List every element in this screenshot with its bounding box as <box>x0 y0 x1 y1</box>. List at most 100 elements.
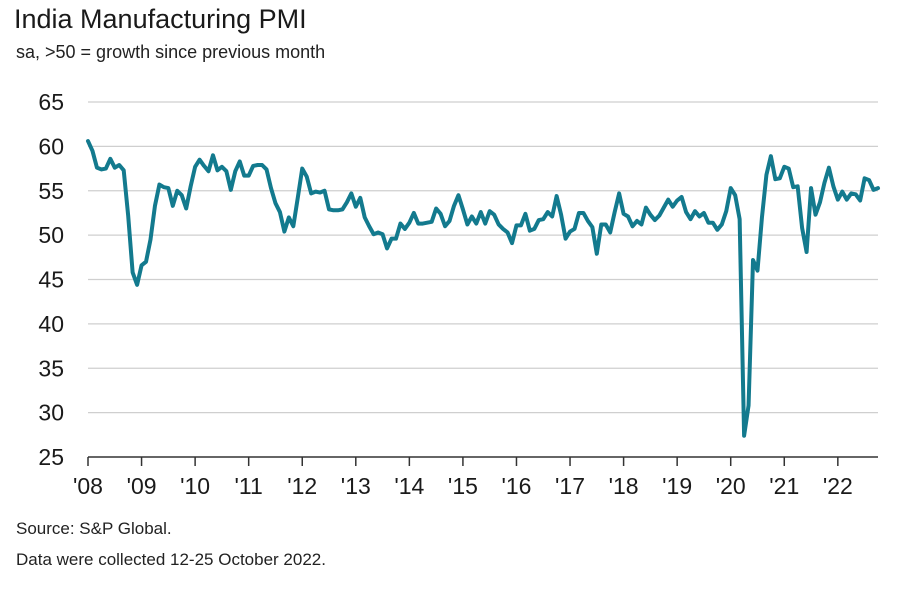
pmi-point <box>340 207 344 211</box>
pmi-point <box>863 176 867 180</box>
pmi-point <box>189 184 193 188</box>
pmi-point <box>559 213 563 217</box>
pmi-point <box>733 193 737 197</box>
pmi-point <box>456 193 460 197</box>
pmi-point <box>778 176 782 180</box>
pmi-point <box>273 201 277 205</box>
pmi-point <box>608 230 612 234</box>
x-tick-label: '21 <box>769 473 799 499</box>
chart-title: India Manufacturing PMI <box>14 4 307 34</box>
pmi-point <box>764 173 768 177</box>
pmi-point <box>224 169 228 173</box>
pmi-point <box>492 213 496 217</box>
pmi-point <box>675 199 679 203</box>
pmi-point <box>715 228 719 232</box>
pmi-point <box>327 207 331 211</box>
pmi-point <box>671 205 675 209</box>
pmi-point <box>488 209 492 213</box>
pmi-point <box>644 206 648 210</box>
pmi-point <box>840 190 844 194</box>
x-tick-label: '08 <box>73 473 103 499</box>
pmi-point <box>537 218 541 222</box>
pmi-point <box>497 222 501 226</box>
pmi-point <box>693 209 697 213</box>
x-tick-label: '15 <box>448 473 478 499</box>
pmi-point <box>814 213 818 217</box>
pmi-point <box>720 222 724 226</box>
pmi-point <box>586 219 590 223</box>
pmi-point <box>653 218 657 222</box>
pmi-point <box>229 188 233 192</box>
pmi-point <box>117 163 121 167</box>
pmi-point <box>510 241 514 245</box>
pmi-point <box>827 166 831 170</box>
pmi-point <box>251 164 255 168</box>
pmi-point <box>300 167 304 171</box>
x-tick-label: '19 <box>662 473 692 499</box>
pmi-point <box>872 188 876 192</box>
pmi-point <box>180 193 184 197</box>
pmi-point <box>541 217 545 221</box>
pmi-series-line <box>86 139 880 438</box>
pmi-point <box>448 219 452 223</box>
pmi-point <box>215 168 219 172</box>
y-tick-label: 65 <box>38 89 64 115</box>
x-tick-label: '13 <box>341 473 371 499</box>
x-tick-label: '17 <box>555 473 585 499</box>
pmi-point <box>390 237 394 241</box>
pmi-point <box>697 214 701 218</box>
pmi-point <box>805 250 809 254</box>
pmi-point <box>617 191 621 195</box>
pmi-point <box>314 190 318 194</box>
pmi-point <box>836 198 840 202</box>
x-axis-ticks: '08 '09 '10 '11 '12 '13 '14 '15 '16 '17 '18 '19 '20 '… <box>73 457 853 499</box>
pmi-point <box>845 198 849 202</box>
pmi-point <box>604 222 608 226</box>
pmi-point <box>595 252 599 256</box>
x-tick-label: '16 <box>501 473 531 499</box>
pmi-point <box>394 237 398 241</box>
pmi-point <box>287 215 291 219</box>
pmi-point <box>331 208 335 212</box>
pmi-point <box>465 222 469 226</box>
pmi-point <box>140 263 144 267</box>
pmi-point <box>171 204 175 208</box>
pmi-point <box>166 186 170 190</box>
pmi-point <box>376 230 380 234</box>
pmi-point <box>135 283 139 287</box>
pmi-point <box>113 166 117 170</box>
pmi-point <box>305 175 309 179</box>
pmi-point <box>622 212 626 216</box>
pmi-point <box>822 181 826 185</box>
pmi-point <box>385 246 389 250</box>
pmi-point <box>398 222 402 226</box>
pmi-point <box>461 207 465 211</box>
pmi-point <box>689 217 693 221</box>
pmi-point <box>791 185 795 189</box>
x-tick-label: '10 <box>180 473 210 499</box>
pmi-point <box>184 207 188 211</box>
pmi-point <box>256 163 260 167</box>
pmi-point <box>296 196 300 200</box>
pmi-point <box>782 165 786 169</box>
pmi-point <box>523 212 527 216</box>
pmi-point <box>175 189 179 193</box>
pmi-point <box>474 222 478 226</box>
pmi-point <box>247 174 251 178</box>
pmi-point <box>434 207 438 211</box>
pmi-point <box>662 206 666 210</box>
pmi-point <box>126 214 130 218</box>
pmi-point <box>657 214 661 218</box>
pmi-point <box>452 204 456 208</box>
pmi-point <box>363 215 367 219</box>
pmi-point <box>157 183 161 187</box>
pmi-point <box>358 196 362 200</box>
pmi-point <box>104 167 108 171</box>
pmi-point <box>742 434 746 438</box>
pmi-point <box>747 404 751 408</box>
pmi-point <box>666 198 670 202</box>
pmi-point <box>108 157 112 161</box>
pmi-point <box>291 224 295 228</box>
pmi-point <box>818 200 822 204</box>
x-tick-label: '11 <box>235 473 263 499</box>
